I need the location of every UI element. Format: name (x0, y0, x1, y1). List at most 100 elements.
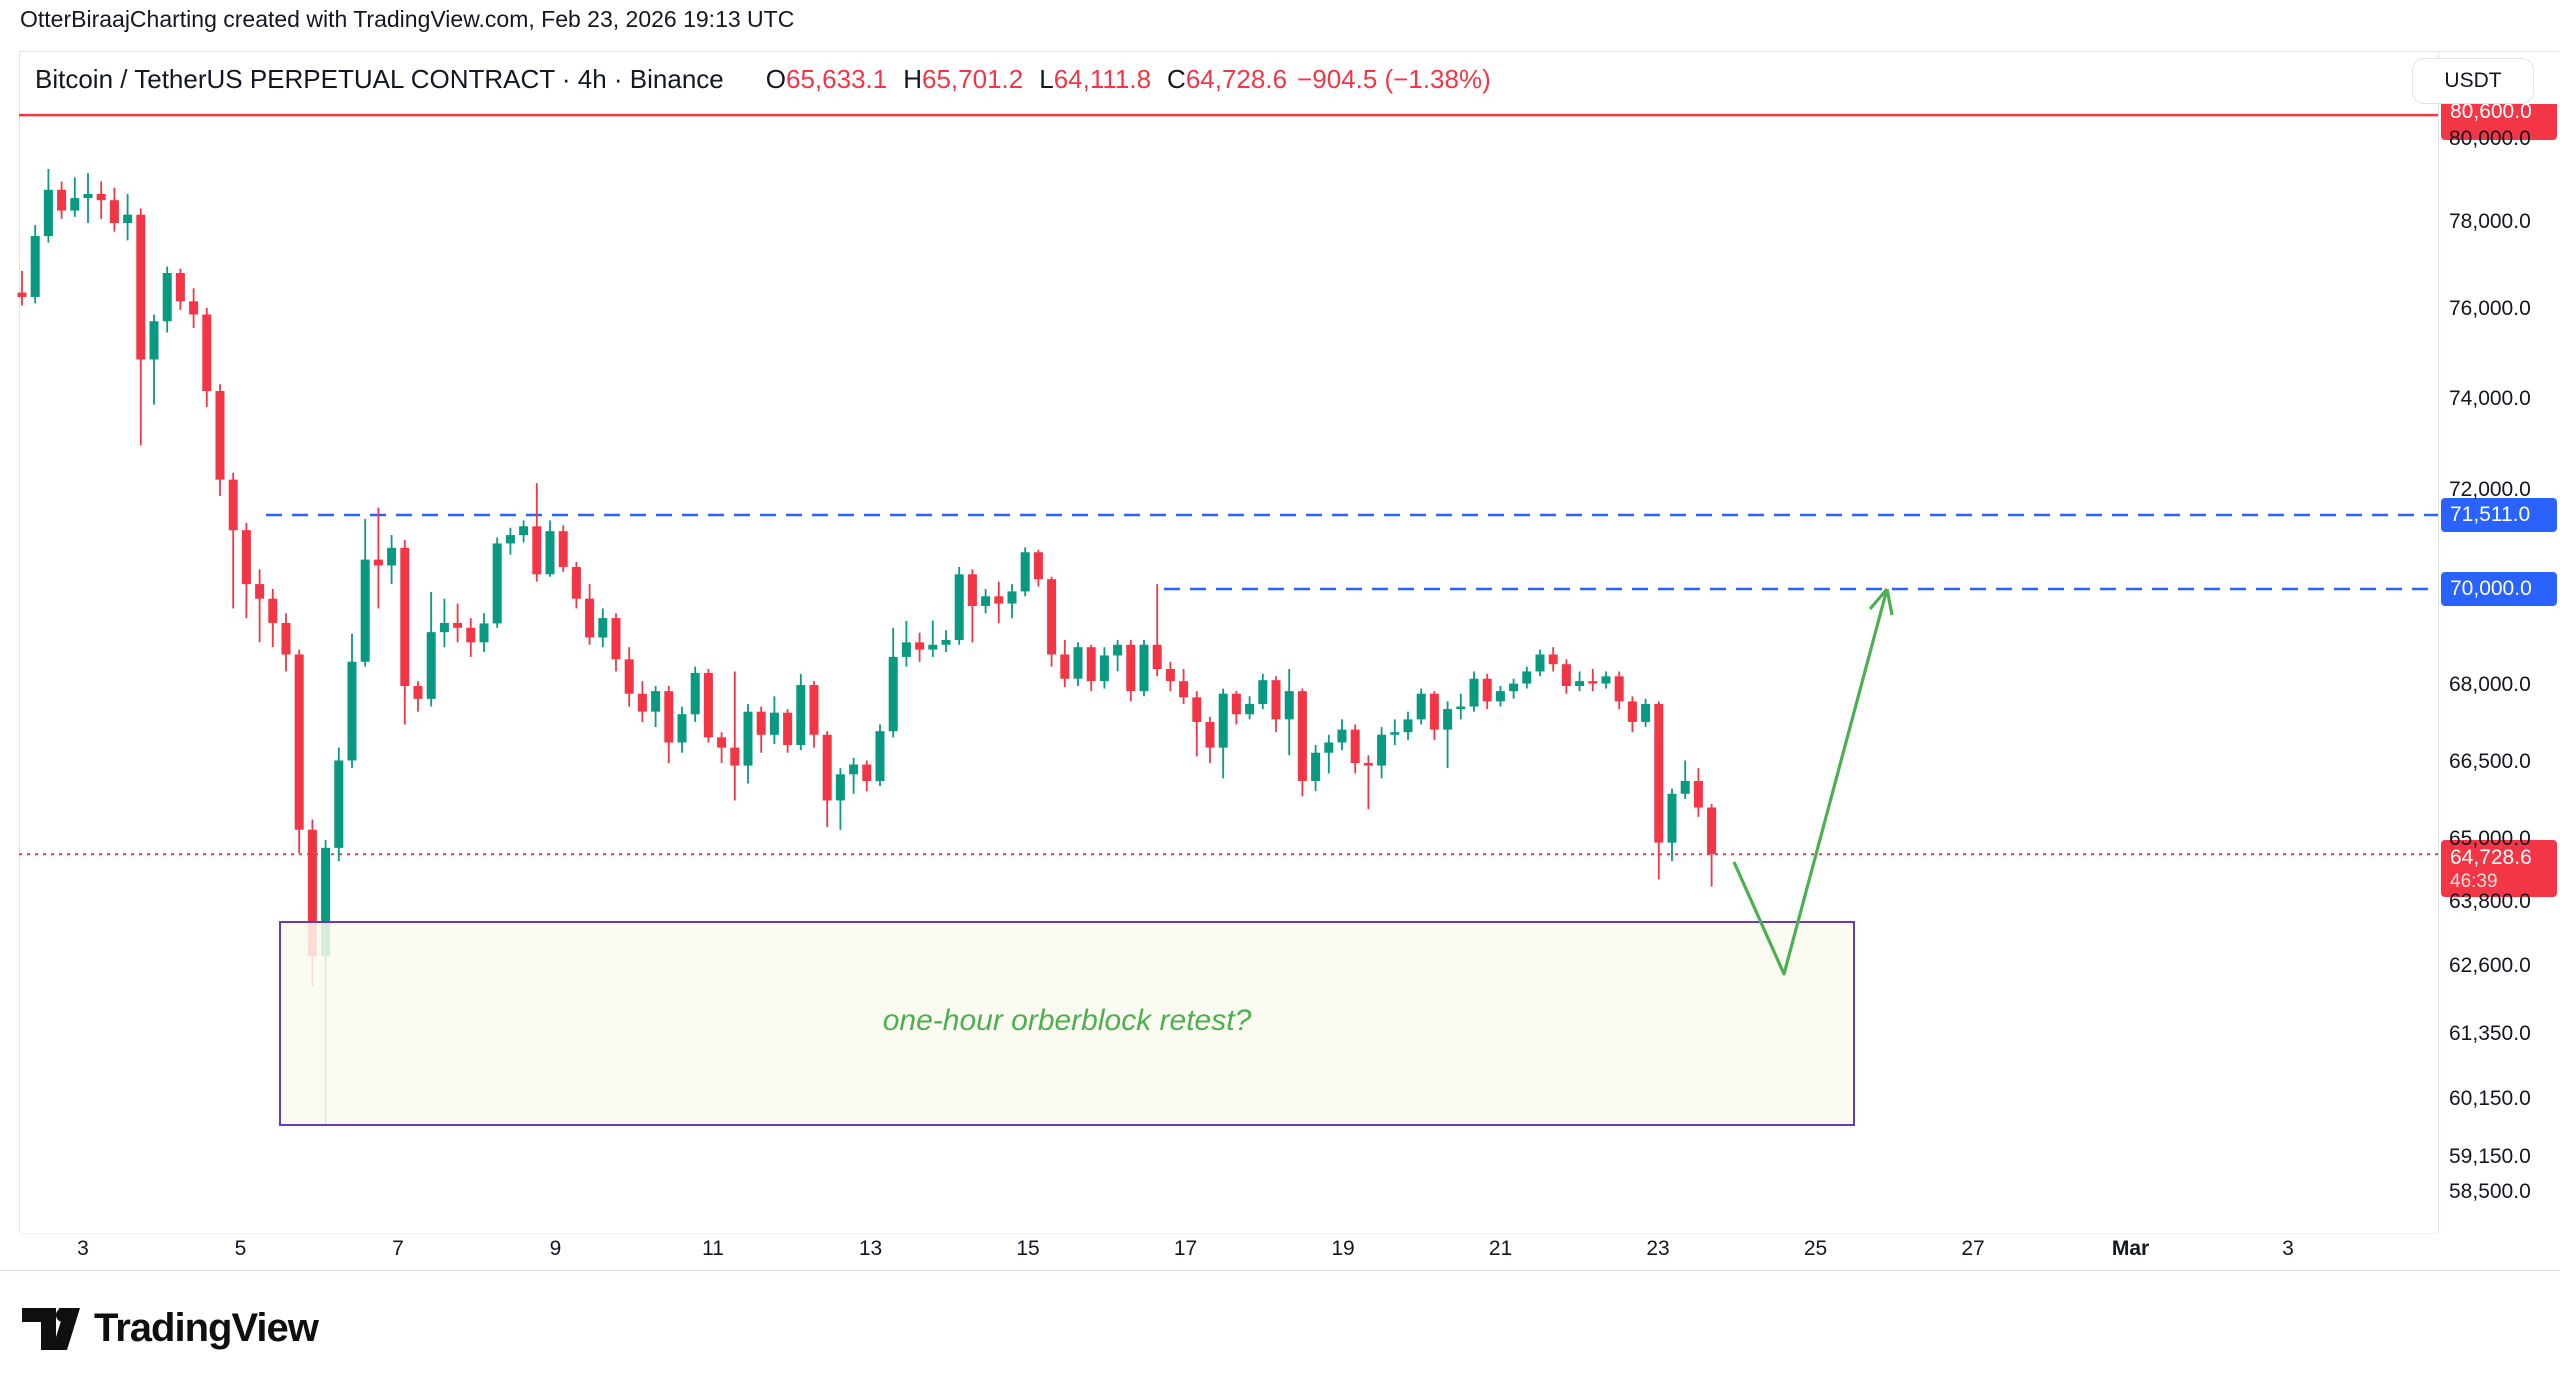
candle-body (1205, 721, 1215, 748)
currency-toggle-button[interactable]: USDT (2412, 58, 2534, 104)
candle-body (268, 598, 278, 623)
candle-body (1548, 654, 1558, 665)
close-value: 64,728.6 (1185, 64, 1288, 94)
price-tick-68000: 68,000.0 (2449, 673, 2531, 696)
candle-body (96, 193, 106, 201)
candle-body (928, 644, 938, 650)
close-label: C (1167, 64, 1186, 94)
candle-body (70, 198, 80, 211)
candle-body (1113, 644, 1123, 656)
time-tick-17-7: 17 (1173, 1237, 1198, 1260)
candle-body (43, 189, 53, 237)
candle-body (941, 639, 951, 645)
time-tick-3-14: 3 (2282, 1237, 2294, 1260)
price-tick-76000: 76,000.0 (2449, 297, 2531, 320)
current-price-label: 64,728.6 46:39 (2441, 840, 2557, 898)
candle-body (1614, 676, 1624, 702)
candle-body (1561, 664, 1571, 686)
candle-body (994, 596, 1004, 604)
price-axis[interactable]: 80,600.0 71,511.0 70,000.0 64,728.6 46:3… (2439, 51, 2560, 1233)
time-axis[interactable]: 3 5 7 9 11 13 15 17 19 21 23 25 27 Mar 3 (0, 1233, 2438, 1270)
candle-body (1443, 709, 1453, 730)
price-axis-separator[interactable] (2438, 51, 2439, 1233)
price-tick-74000: 74,000.0 (2449, 387, 2531, 410)
candle-body (321, 847, 331, 957)
candle-body (1416, 693, 1426, 720)
candle-body (796, 685, 806, 746)
candle-body (1126, 644, 1136, 692)
candle-body (1192, 697, 1202, 722)
candle-body (189, 301, 199, 315)
price-tick-65000: 65,000.0 (2449, 827, 2531, 850)
price-tick-78000: 78,000.0 (2449, 210, 2531, 233)
candle-body (228, 479, 238, 531)
candle-body (1165, 669, 1175, 682)
candle-body (981, 596, 991, 606)
candle-body (545, 531, 555, 575)
candle-body (1390, 732, 1400, 735)
candle-body (1377, 734, 1387, 766)
candle-body (1456, 706, 1466, 710)
time-tick-15-6: 15 (1016, 1237, 1040, 1260)
candle-body (17, 292, 27, 297)
price-tick-60150: 60,150.0 (2449, 1087, 2531, 1110)
candle-body (413, 686, 423, 699)
candle-body (1099, 655, 1109, 682)
candle-body (703, 672, 713, 738)
candle-body (769, 712, 779, 735)
time-tick-21-9: 21 (1488, 1237, 1513, 1260)
candle-body (1363, 763, 1373, 766)
chart-frame-bottom-border (0, 1270, 2560, 1271)
candle-body (1601, 676, 1611, 684)
candle-body (1654, 703, 1664, 843)
candle-body (360, 559, 370, 662)
time-tick-Mar-13: Mar (2111, 1237, 2150, 1260)
candle-body (1218, 693, 1228, 748)
candle-body (149, 321, 159, 360)
candle-body (30, 236, 40, 297)
time-tick-5-1: 5 (234, 1237, 247, 1260)
price-tick-59150: 59,150.0 (2449, 1145, 2531, 1168)
tradingview-logo-text: TradingView (94, 1306, 319, 1350)
candle-body (1047, 579, 1057, 655)
high-value: 65,701.2 (922, 64, 1024, 94)
candle-body (123, 214, 133, 223)
candle-body (875, 731, 885, 781)
candle-body (1588, 681, 1598, 684)
candle-body (426, 632, 436, 699)
time-axis-separator (19, 1233, 2438, 1234)
low-value: 64,111.8 (1053, 64, 1152, 94)
price-tick-58500: 58,500.0 (2449, 1180, 2531, 1203)
time-tick-23-10: 23 (1646, 1237, 1670, 1260)
attribution-bar: OtterBiraajCharting created with Trading… (20, 6, 794, 33)
price-tick-72000: 72,000.0 (2449, 478, 2531, 501)
time-tick-19-8: 19 (1331, 1237, 1355, 1260)
tradingview-logo[interactable]: TradingView (22, 1306, 319, 1351)
candle-body (347, 661, 357, 761)
candle-body (83, 193, 93, 199)
candle-body (1337, 729, 1347, 743)
candle-body (492, 543, 502, 624)
projection-arrow-head (1885, 588, 1894, 616)
candle-body (954, 574, 964, 640)
time-tick-25-11: 25 (1803, 1237, 1828, 1260)
candle-body (479, 623, 489, 643)
candle-body (373, 559, 383, 566)
candle-body (611, 618, 621, 660)
candle-body (1667, 793, 1677, 843)
candle-body (175, 273, 185, 302)
candle-body (109, 200, 119, 223)
candle-body (849, 764, 859, 775)
candle-body (202, 314, 212, 391)
symbol-title[interactable]: Bitcoin / TetherUS PERPETUAL CONTRACT · … (35, 64, 724, 94)
candle-body (637, 693, 647, 712)
candle-body (519, 526, 529, 536)
candle-body (1469, 678, 1479, 707)
candle-body (1482, 678, 1492, 702)
candle-body (1258, 680, 1268, 704)
candle-body (624, 659, 634, 694)
price-line-label-71511: 71,511.0 (2441, 497, 2557, 532)
candle-body (888, 656, 898, 732)
symbol-legend[interactable]: Bitcoin / TetherUS PERPETUAL CONTRACT · … (35, 64, 1491, 95)
